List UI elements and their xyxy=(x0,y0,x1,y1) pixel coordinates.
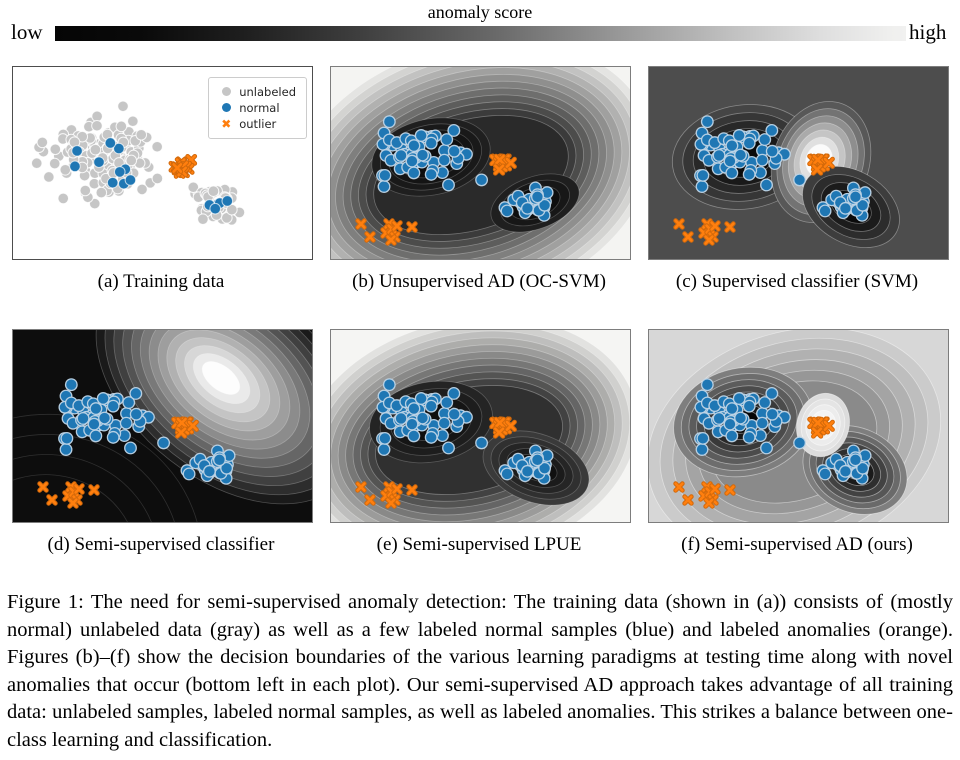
plot-legend: unlabeled normal ✖ outlier xyxy=(208,77,307,139)
panel-b-ocsvm xyxy=(330,66,631,260)
dot-marker-icon xyxy=(217,101,235,115)
subcaption-a: (a) Training data xyxy=(97,271,225,292)
panel-plot-svg xyxy=(331,67,630,259)
subcaption-c: (c) Supervised classifier (SVM) xyxy=(675,271,919,292)
subcaption-b: (b) Unsupervised AD (OC-SVM) xyxy=(352,271,606,292)
cross-marker-icon: ✖ xyxy=(221,117,232,131)
legend-item-label: normal xyxy=(239,101,280,115)
colorbar-low-label: low xyxy=(11,20,43,44)
dot-marker-icon xyxy=(217,85,235,99)
colorbar-title: anomaly score xyxy=(427,2,533,22)
panel-plot-svg xyxy=(649,67,948,259)
legend-item-label: unlabeled xyxy=(239,85,296,99)
colorbar-high-label: high xyxy=(909,20,947,44)
subcaption-f: (f) Semi-supervised AD (ours) xyxy=(681,534,913,555)
subcaption-e: (e) Semi-supervised LPUE xyxy=(376,534,582,555)
panel-e-lpue xyxy=(330,329,631,523)
legend-item-label: outlier xyxy=(239,117,277,131)
colorbar-gradient xyxy=(55,26,906,41)
panel-plot-svg xyxy=(649,330,948,522)
subcaption-d: (d) Semi-supervised classifier xyxy=(47,534,275,555)
panel-d-semisup-classifier xyxy=(12,329,313,523)
figure-caption: Figure 1: The need for semi-supervised a… xyxy=(7,591,953,751)
panel-f-semisup-ad xyxy=(648,329,949,523)
panel-plot-svg xyxy=(331,330,630,522)
panel-plot-svg xyxy=(13,330,312,522)
legend-item-outlier: ✖ outlier xyxy=(217,116,296,132)
legend-item-unlabeled: unlabeled xyxy=(217,84,296,100)
panel-c-svm xyxy=(648,66,949,260)
panel-a-training-data: unlabeled normal ✖ outlier xyxy=(12,66,313,260)
legend-item-normal: normal xyxy=(217,100,296,116)
